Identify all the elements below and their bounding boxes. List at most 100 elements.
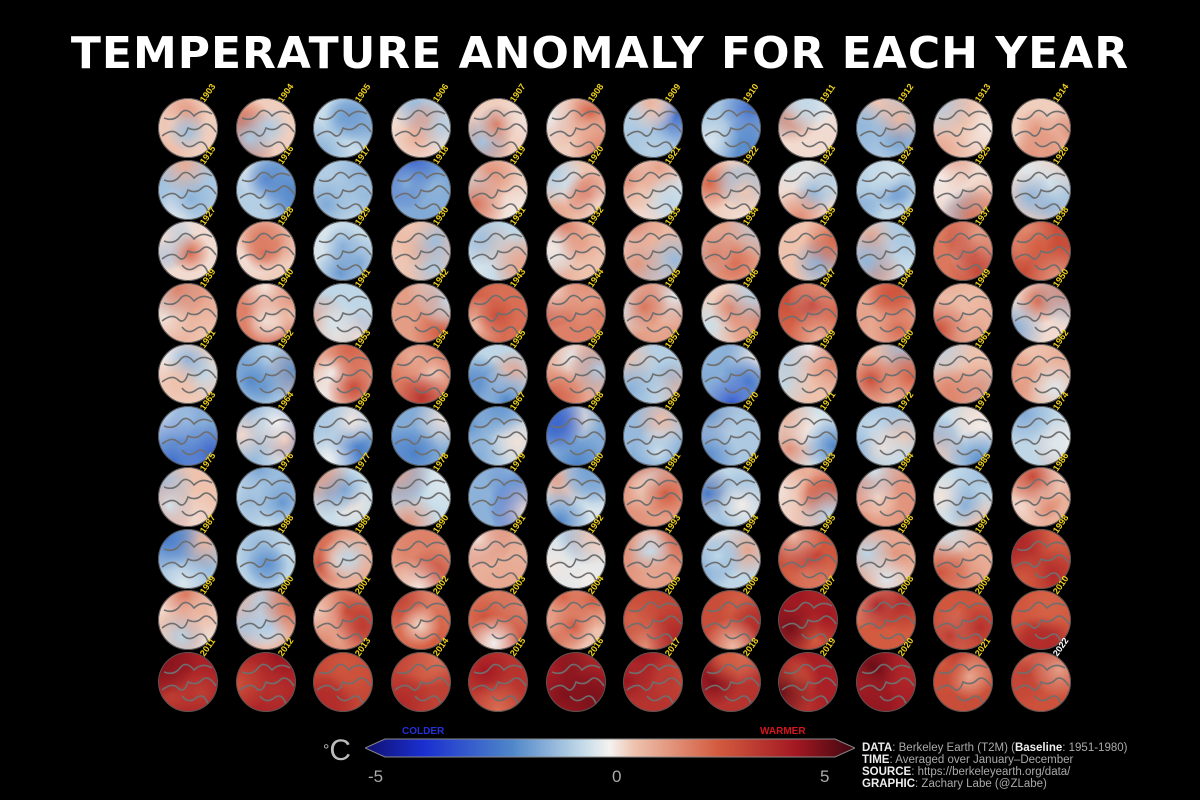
coastline-outline bbox=[778, 282, 838, 343]
coastline-outline bbox=[1010, 528, 1071, 589]
coastline-outline bbox=[778, 528, 838, 589]
anomaly-disc bbox=[313, 98, 373, 158]
anomaly-disc bbox=[778, 344, 838, 404]
year-map-1998: 1998 bbox=[1010, 512, 1071, 589]
info-graphic-line: GRAPHIC: Zachary Labe (@ZLabe) bbox=[862, 778, 1047, 790]
coastline-outline bbox=[700, 159, 761, 220]
year-map-1981: 1981 bbox=[623, 451, 683, 527]
coastline-outline bbox=[158, 221, 218, 281]
year-map-1953: 1953 bbox=[313, 328, 373, 404]
anomaly-disc bbox=[1010, 651, 1071, 712]
coastline-outline bbox=[778, 651, 838, 712]
coastline-outline bbox=[235, 98, 296, 158]
year-map-2006: 2006 bbox=[700, 574, 761, 650]
coastline-outline bbox=[235, 467, 296, 527]
year-map-1933: 1933 bbox=[623, 205, 683, 281]
anomaly-disc bbox=[235, 344, 296, 404]
coastline-outline bbox=[545, 405, 606, 466]
anomaly-disc bbox=[1010, 405, 1071, 466]
coastline-outline bbox=[390, 282, 451, 343]
anomaly-disc bbox=[545, 651, 606, 712]
year-map-1912: 1912 bbox=[855, 82, 916, 158]
coastline-outline bbox=[468, 651, 528, 712]
coastline-outline bbox=[158, 344, 218, 404]
year-map-1974: 1974 bbox=[1010, 389, 1071, 466]
coastline-outline bbox=[778, 98, 838, 158]
anomaly-disc bbox=[933, 159, 993, 220]
coastline-outline bbox=[1010, 98, 1071, 158]
coastline-outline bbox=[855, 344, 916, 404]
anomaly-disc bbox=[545, 221, 606, 281]
anomaly-disc bbox=[623, 405, 683, 466]
year-map-2000: 2000 bbox=[235, 574, 296, 650]
anomaly-disc bbox=[313, 282, 373, 343]
coastline-outline bbox=[778, 405, 838, 466]
year-map-1958: 1958 bbox=[700, 328, 761, 404]
anomaly-disc bbox=[313, 344, 373, 404]
coastline-outline bbox=[235, 159, 296, 220]
coastline-outline bbox=[623, 221, 683, 281]
anomaly-disc bbox=[933, 590, 993, 650]
year-map-1964: 1964 bbox=[235, 389, 296, 466]
year-map-1930: 1930 bbox=[390, 205, 451, 281]
coastline-outline bbox=[855, 590, 916, 650]
coastline-outline bbox=[623, 467, 683, 527]
year-map-1950: 1950 bbox=[1010, 266, 1071, 343]
year-map-1931: 1931 bbox=[468, 205, 528, 281]
anomaly-disc bbox=[700, 98, 761, 158]
anomaly-disc bbox=[933, 528, 993, 589]
year-map-1904: 1904 bbox=[235, 82, 296, 158]
year-map-1903: 1903 bbox=[158, 82, 218, 158]
coastline-outline bbox=[313, 282, 373, 343]
year-map-1954: 1954 bbox=[390, 328, 451, 404]
coastline-outline bbox=[855, 221, 916, 281]
anomaly-disc bbox=[933, 467, 993, 527]
year-map-1914: 1914 bbox=[1010, 82, 1071, 158]
coastline-outline bbox=[158, 282, 218, 343]
anomaly-disc bbox=[468, 344, 528, 404]
anomaly-disc bbox=[158, 159, 218, 220]
coastline-outline bbox=[700, 467, 761, 527]
anomaly-disc bbox=[855, 344, 916, 404]
coastline-outline bbox=[313, 221, 373, 281]
anomaly-disc bbox=[778, 528, 838, 589]
year-map-1919: 1919 bbox=[468, 143, 528, 220]
year-map-1966: 1966 bbox=[390, 389, 451, 466]
anomaly-disc bbox=[933, 405, 993, 466]
coastline-outline bbox=[390, 405, 451, 466]
coastline-outline bbox=[1010, 405, 1071, 466]
anomaly-disc bbox=[313, 528, 373, 589]
anomaly-disc bbox=[933, 344, 993, 404]
year-map-2020: 2020 bbox=[855, 635, 916, 712]
anomaly-disc bbox=[390, 159, 451, 220]
anomaly-disc bbox=[545, 405, 606, 466]
year-map-2007: 2007 bbox=[778, 574, 838, 650]
anomaly-disc bbox=[623, 467, 683, 527]
year-map-1968: 1968 bbox=[545, 389, 606, 466]
anomaly-disc bbox=[390, 467, 451, 527]
anomaly-disc bbox=[545, 282, 606, 343]
anomaly-disc bbox=[235, 467, 296, 527]
anomaly-disc bbox=[390, 405, 451, 466]
anomaly-disc bbox=[390, 528, 451, 589]
anomaly-disc bbox=[778, 651, 838, 712]
anomaly-disc bbox=[700, 651, 761, 712]
year-map-1973: 1973 bbox=[933, 389, 993, 466]
anomaly-disc bbox=[1010, 467, 1071, 527]
coastline-outline bbox=[158, 467, 218, 527]
anomaly-disc bbox=[700, 221, 761, 281]
year-map-1905: 1905 bbox=[313, 82, 373, 158]
coastline-outline bbox=[468, 467, 528, 527]
colorbar-tick-max: 5 bbox=[820, 767, 830, 786]
info-source-line: SOURCE: https://berkeleyearth.org/data/ bbox=[862, 766, 1071, 778]
year-map-1921: 1921 bbox=[623, 143, 683, 220]
anomaly-disc bbox=[933, 98, 993, 158]
coastline-outline bbox=[158, 528, 218, 589]
anomaly-disc bbox=[468, 467, 528, 527]
anomaly-disc bbox=[545, 98, 606, 158]
anomaly-disc bbox=[235, 651, 296, 712]
year-map-1940: 1940 bbox=[235, 266, 296, 343]
anomaly-disc bbox=[468, 651, 528, 712]
info-block: DATA: Berkeley Earth (T2M) (Baseline: 19… bbox=[862, 742, 1127, 790]
coastline-outline bbox=[390, 590, 451, 650]
